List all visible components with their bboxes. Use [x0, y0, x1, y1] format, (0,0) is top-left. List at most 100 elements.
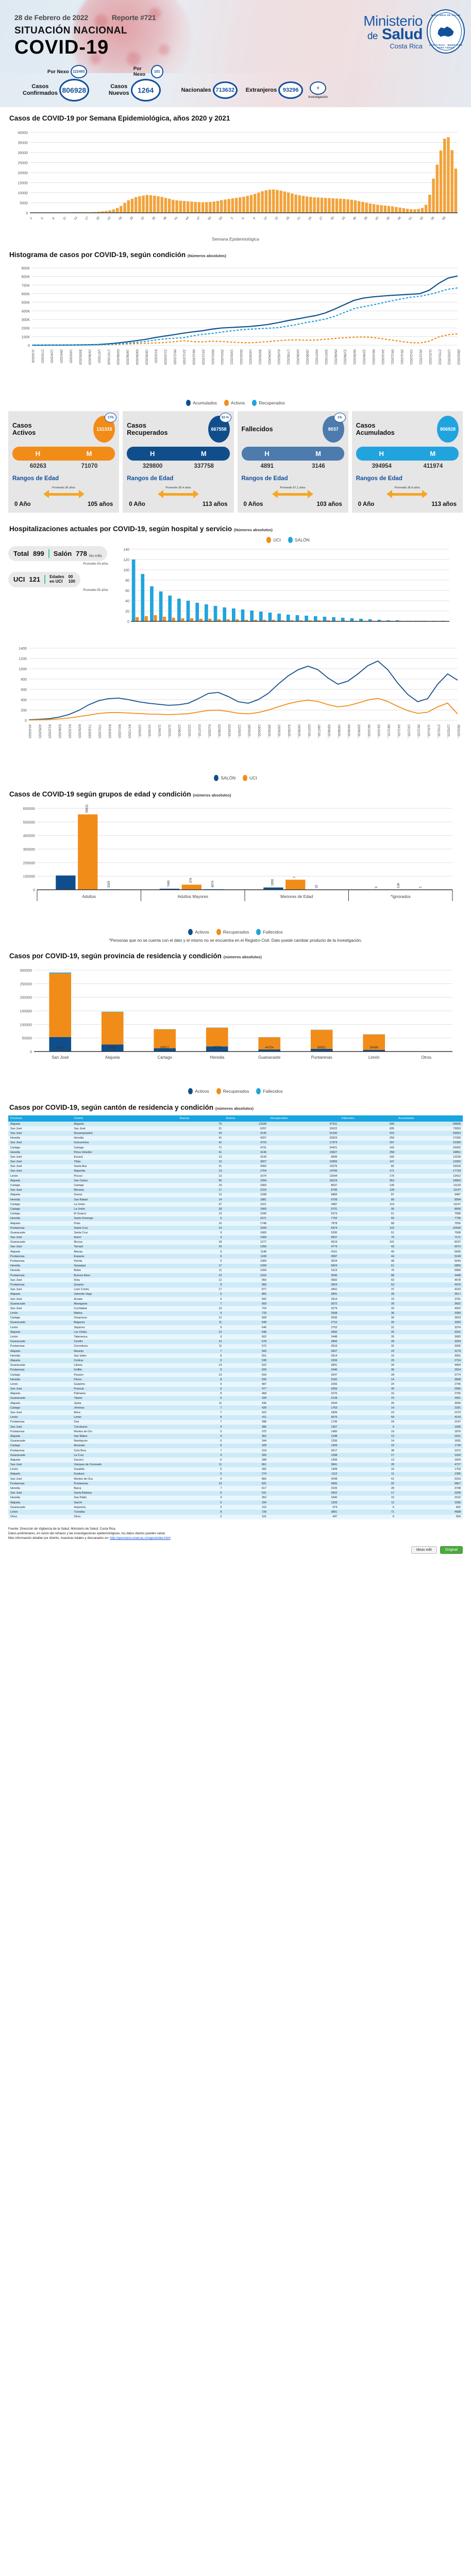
table-cell: 14	[339, 1377, 396, 1382]
table-row: San José Turrubares 4 386 1307 6 1695	[8, 1425, 463, 1430]
table-cell: 147	[339, 1159, 396, 1164]
table-cell: 7736	[396, 1216, 463, 1221]
table-row: Limón Limón 8 411 3676 59 4143	[8, 1415, 463, 1420]
ideas-button[interactable]: Ideas edit	[411, 1546, 437, 1554]
svg-text:21/10/2020: 21/10/2020	[163, 349, 166, 365]
table-cell: 89	[339, 1197, 396, 1202]
legend-color-dot	[266, 537, 272, 543]
table-cell: Limón	[8, 1415, 72, 1420]
table-cell: 4248	[268, 1477, 340, 1482]
svg-text:69951: 69951	[317, 1046, 326, 1049]
table-row: Puntarenas Golfito 9 506 2446 36 2914	[8, 1367, 463, 1372]
svg-text:14: 14	[74, 216, 78, 221]
table-cell: 4143	[396, 1415, 463, 1420]
table-cell: 1674	[224, 1174, 268, 1179]
table-cell: Guanacaste	[8, 1339, 72, 1344]
table-cell: 4	[177, 1495, 224, 1500]
section-province: Casos por COVID-19, según provincia de r…	[0, 945, 471, 1096]
svg-text:14/03/2021: 14/03/2021	[248, 349, 251, 365]
status-card: Casos Acumulados 806928 H M 394954 411974 Rango…	[351, 411, 463, 513]
svg-text:06/11/2020: 06/11/2020	[173, 349, 176, 365]
table-row: San José Dota 12 956 3582 60 4578	[8, 1278, 463, 1283]
age-min-value: 0 Año	[358, 501, 375, 507]
casos-confirmados-label: Casos Confirmados	[23, 83, 58, 96]
table-cell: 487	[224, 1382, 268, 1387]
age-title: Casos de COVID-19 según grupos de edad y…	[9, 790, 463, 798]
edades-line1: Edades	[49, 574, 64, 579]
table-cell: 13276	[268, 1164, 340, 1169]
table-cell: 7	[177, 1486, 224, 1491]
svg-text:27: 27	[319, 216, 324, 221]
table-cell: 1969	[224, 1207, 268, 1212]
table-cell: 5	[177, 1500, 224, 1505]
gender-values: 394954 411974	[356, 463, 459, 469]
age-average: Promedio 36,6 años	[394, 486, 420, 489]
table-cell: 14	[177, 1197, 224, 1202]
table-row: Alajuela Zarcero 6 288 1306 13 1604	[8, 1458, 463, 1463]
svg-text:56496: 56496	[369, 1046, 378, 1049]
svg-text:10/12/20...: 10/12/20...	[407, 724, 410, 739]
table-cell: 1763	[268, 1405, 340, 1411]
footer-source: Fuente: Dirección de Vigilancia de la Sa…	[8, 1527, 116, 1531]
footer-link[interactable]: http://geovision.uned.ac.cr/oges/index.h…	[110, 1536, 171, 1540]
edades-uci-values: 00 100	[69, 574, 75, 584]
table-cell: Limón	[8, 1311, 72, 1316]
table-cell: 3841	[268, 1363, 340, 1368]
table-cell: 18	[177, 1240, 224, 1245]
table-cell: 5153	[396, 1477, 463, 1482]
table-cell: 428	[224, 1405, 268, 1411]
svg-text:51: 51	[409, 216, 413, 221]
svg-text:02/06/2021: 02/06/2021	[296, 349, 299, 365]
table-row: Cartago Cartago 19 2369 8637 135 11133	[8, 1183, 463, 1188]
svg-text:10/03/20...: 10/03/20...	[138, 724, 141, 739]
table-cell: 4	[177, 1235, 224, 1240]
svg-text:29: 29	[129, 216, 134, 221]
table-cell: 5	[177, 1296, 224, 1302]
svg-text:100: 100	[123, 569, 129, 572]
table-cell: Alajuela	[8, 1330, 72, 1335]
svg-text:200: 200	[21, 709, 27, 713]
svg-text:6: 6	[242, 217, 245, 221]
table-cell: 171	[339, 1168, 396, 1174]
svg-text:15/04/2021: 15/04/2021	[267, 349, 271, 365]
legend-label: Fallecidos	[263, 929, 283, 935]
table-cell: 33022	[268, 1126, 340, 1131]
age-max-value: 105 años	[88, 501, 113, 507]
table-cell: 2755	[396, 1391, 463, 1396]
table-row: Heredia San Pablo 4 362 1840 10 2210	[8, 1495, 463, 1500]
table-cell: San José	[72, 1126, 178, 1131]
total-value: 899	[33, 550, 44, 557]
card-top: Casos Acumulados 806928	[356, 416, 459, 443]
table-cell: 1598	[268, 1453, 340, 1458]
original-button[interactable]: Original	[440, 1546, 463, 1554]
table-cell: Flores	[72, 1377, 178, 1382]
table-cell: Cartago	[8, 1372, 72, 1378]
svg-text:35: 35	[152, 216, 157, 221]
table-cell: 87	[339, 1192, 396, 1197]
table-cell: 2710	[268, 1320, 340, 1326]
legend-color-dot	[188, 929, 193, 935]
table-cell: Puriscal	[72, 1386, 178, 1392]
svg-text:69522: 69522	[160, 1046, 169, 1049]
svg-text:04/07/2021: 04/07/2021	[315, 349, 318, 365]
table-row: Alajuela Orotina 6 538 2206 29 2714	[8, 1358, 463, 1363]
table-cell: 590	[224, 1377, 268, 1382]
table-cell: 842	[224, 1296, 268, 1302]
gender-h-value: 394954	[372, 463, 392, 469]
age-min-max: 0 Año 113 años	[356, 501, 459, 507]
histogram-legend: Acumulados Activos Recuperados	[8, 400, 463, 406]
table-row: Limón Turrialba 8 728 3891 71 4688	[8, 1510, 463, 1515]
svg-text:18/08/2020: 18/08/2020	[126, 349, 129, 365]
table-cell: Sarchí	[72, 1500, 178, 1505]
table-row: Cartago La Unión 37 1021 4487 119 11147	[8, 1202, 463, 1207]
table-cell: 3265	[396, 1344, 463, 1349]
table-cell: 17	[177, 1263, 224, 1268]
table-row: Cartago Cartago 71 4731 24421 143 29302	[8, 1145, 463, 1150]
svg-text:11: 11	[62, 216, 67, 221]
table-cell: San José	[8, 1386, 72, 1392]
table-cell: Heredia	[8, 1136, 72, 1141]
ministry-de: de	[367, 30, 378, 42]
table-row: Guanacaste Carrillo 12 578 2856 28 3254	[8, 1339, 463, 1344]
svg-text:7480: 7480	[167, 880, 171, 887]
table-cell: 362	[224, 1495, 268, 1500]
